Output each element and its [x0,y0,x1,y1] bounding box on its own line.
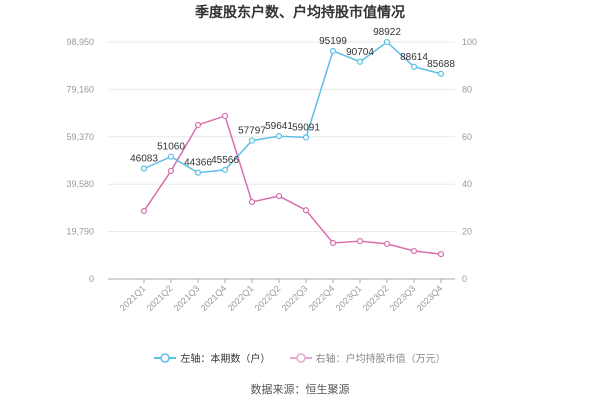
series-right-point[interactable] [140,207,148,215]
data-label: 57797 [238,126,266,137]
series-right-point[interactable] [248,198,256,206]
right-axis-tick: 20 [462,227,472,237]
x-axis-label: 2021Q4 [199,283,229,313]
right-axis-tick: 100 [462,37,477,47]
right-axis-tick: 60 [462,132,472,142]
series-right-point[interactable] [410,247,418,255]
series-left-point[interactable] [248,137,256,144]
series-left-point[interactable] [329,47,337,55]
right-axis-tick: 40 [462,179,472,189]
series-left-point[interactable] [194,169,202,176]
series-right-point[interactable] [167,167,175,175]
series-left-point[interactable] [302,134,310,141]
x-axis-label: 2022Q2 [253,283,283,313]
left-axis-tick: 98,950 [66,37,94,47]
chart-title: 季度股东户数、户均持股市值情况 [195,5,405,21]
x-axis-label: 2023Q3 [388,283,418,313]
series-left-point[interactable] [221,166,229,173]
legend-label-right: 右轴：户均持股市值（万元） [315,354,446,365]
series-right-point[interactable] [329,239,337,247]
series-right-point[interactable] [356,237,364,245]
data-label: 45566 [211,155,239,166]
series-left-point[interactable] [275,133,283,140]
data-source: 数据来源：恒生聚源 [250,383,350,396]
series-left-point[interactable] [356,58,364,65]
series-right-point[interactable] [221,112,229,120]
series-right-line [143,114,442,255]
legend-marker-blue-icon [154,352,177,363]
series-left-line [143,41,442,174]
series-left-point[interactable] [167,153,175,160]
data-label: 44366 [184,158,212,169]
series-left-point[interactable] [140,165,148,172]
left-axis-tick: 39,580 [66,179,94,189]
legend: 左轴：本期数（户） 右轴：户均持股市值（万元） [0,350,600,366]
legend-label-left: 左轴：本期数（户） [180,354,271,365]
line-chart: 0 0 19,790 20 39,580 40 59,370 60 79,160 80 98,950… [66,27,477,313]
series-right-point[interactable] [302,207,310,214]
legend-item-left[interactable]: 左轴：本期数（户） [154,350,270,365]
data-label: 95199 [319,36,347,47]
data-label: 90704 [346,47,374,58]
data-label: 88614 [400,52,428,63]
series-right-point[interactable] [383,240,391,248]
x-axis-label: 2022Q4 [307,283,337,313]
x-axis-label: 2023Q1 [334,283,364,313]
data-label: 85688 [427,59,455,70]
x-axis-label: 2021Q2 [145,283,175,313]
x-axis-label: 2021Q1 [118,283,148,313]
data-label: 51060 [157,142,185,153]
left-axis-tick: 79,160 [66,84,94,94]
series-right-point[interactable] [275,192,283,200]
legend-item-right[interactable]: 右轴：户均持股市值（万元） [289,350,446,365]
x-axis-label: 2022Q3 [280,283,310,313]
series-left-point[interactable] [437,70,445,77]
x-axis-label: 2021Q3 [172,283,202,313]
left-axis-tick: 0 [89,274,94,284]
x-axis-label: 2023Q4 [415,283,445,313]
left-axis-tick: 59,370 [66,132,94,142]
data-label: 59091 [292,122,320,133]
data-label: 98922 [373,27,401,38]
left-axis-tick: 19,790 [66,227,94,237]
series-left-point[interactable] [410,63,418,70]
right-axis-tick: 80 [462,84,472,94]
right-axis-tick: 0 [462,274,467,284]
x-axis-label: 2023Q2 [361,283,391,313]
series-right-point[interactable] [194,121,202,129]
series-right-point[interactable] [437,251,445,258]
x-axis-label: 2022Q1 [226,283,256,313]
data-label: 59641 [265,121,293,132]
legend-marker-pink-icon [289,352,312,363]
series-left-point[interactable] [383,38,391,46]
data-label: 46083 [130,154,158,165]
